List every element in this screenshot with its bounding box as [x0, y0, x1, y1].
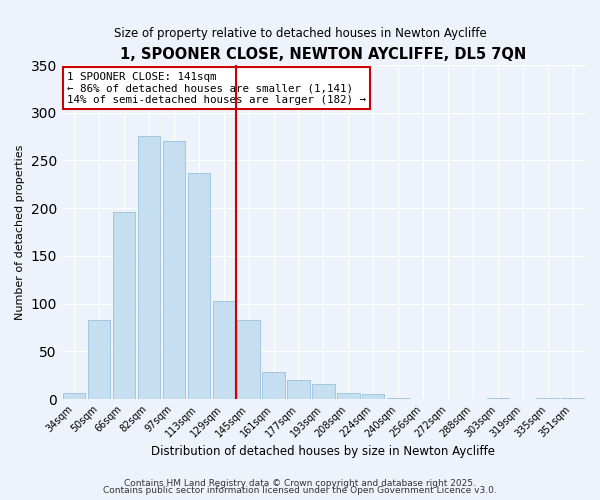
- Bar: [312, 384, 335, 399]
- Bar: [163, 142, 185, 399]
- Bar: [536, 398, 559, 399]
- Bar: [88, 320, 110, 399]
- Text: Contains public sector information licensed under the Open Government Licence v3: Contains public sector information licen…: [103, 486, 497, 495]
- Bar: [362, 394, 385, 399]
- Y-axis label: Number of detached properties: Number of detached properties: [15, 144, 25, 320]
- Bar: [287, 380, 310, 399]
- Bar: [238, 320, 260, 399]
- Bar: [562, 398, 584, 399]
- Title: 1, SPOONER CLOSE, NEWTON AYCLIFFE, DL5 7QN: 1, SPOONER CLOSE, NEWTON AYCLIFFE, DL5 7…: [120, 48, 527, 62]
- Text: Size of property relative to detached houses in Newton Aycliffe: Size of property relative to detached ho…: [113, 28, 487, 40]
- Bar: [387, 398, 409, 399]
- Bar: [138, 136, 160, 399]
- Bar: [487, 398, 509, 399]
- Text: Contains HM Land Registry data © Crown copyright and database right 2025.: Contains HM Land Registry data © Crown c…: [124, 478, 476, 488]
- Bar: [337, 394, 359, 399]
- Bar: [188, 173, 210, 399]
- Text: 1 SPOONER CLOSE: 141sqm
← 86% of detached houses are smaller (1,141)
14% of semi: 1 SPOONER CLOSE: 141sqm ← 86% of detache…: [67, 72, 366, 105]
- Bar: [212, 301, 235, 399]
- Bar: [113, 212, 135, 399]
- X-axis label: Distribution of detached houses by size in Newton Aycliffe: Distribution of detached houses by size …: [151, 444, 496, 458]
- Bar: [262, 372, 285, 399]
- Bar: [63, 394, 85, 399]
